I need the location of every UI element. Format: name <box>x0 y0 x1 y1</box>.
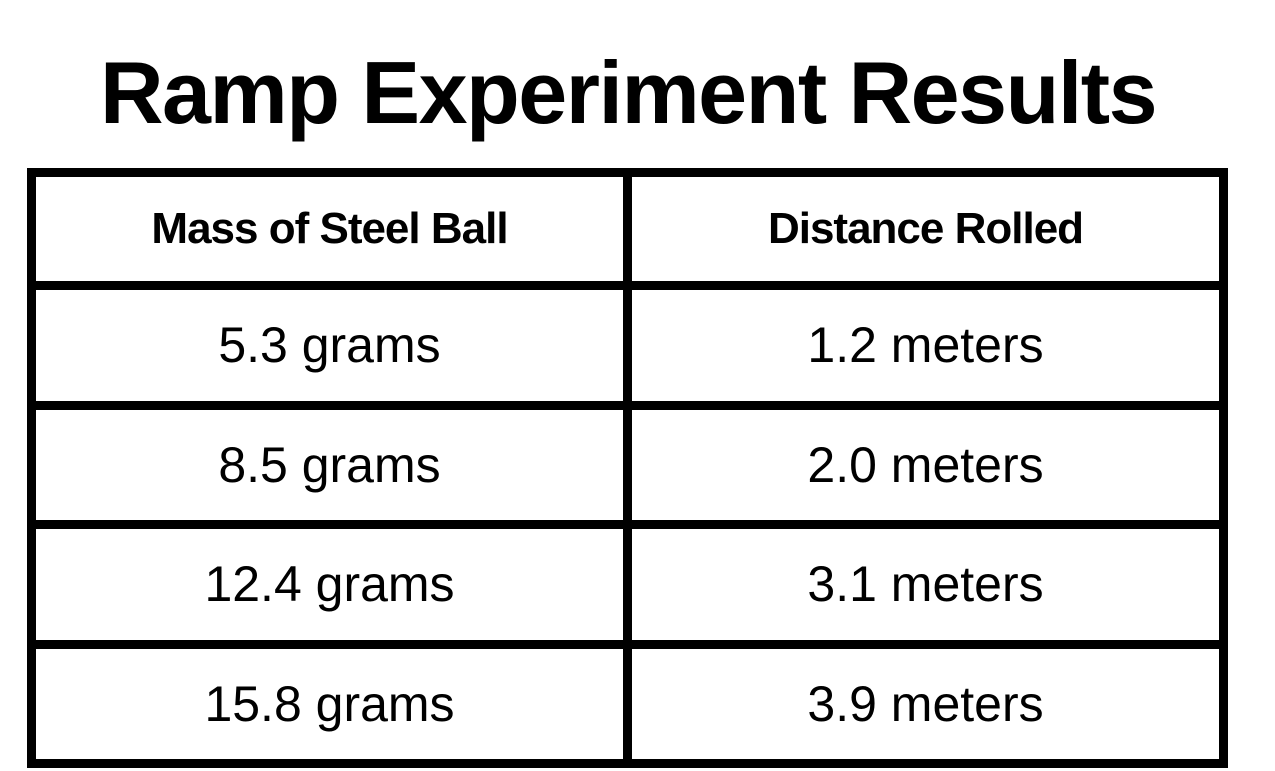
table-cell: 15.8 grams <box>27 639 632 768</box>
title: Ramp Experiment Results <box>99 43 1158 142</box>
table-cell: 5.3 grams <box>27 281 632 410</box>
table-cell: 12.4 grams <box>27 520 632 649</box>
table-cell: 2.0 meters <box>623 400 1228 529</box>
header-row: Mass of Steel Ball Distance Rolled <box>27 168 1228 290</box>
table-row: 15.8 grams 3.9 meters <box>27 639 1228 768</box>
table-body: 5.3 grams 1.2 meters 8.5 grams 2.0 meters 12… <box>27 281 1228 768</box>
table-row: 5.3 grams 1.2 meters <box>27 281 1228 410</box>
header-cell: Mass of Steel Ball <box>27 168 632 290</box>
table-header: Mass of Steel Ball Distance Rolled <box>27 168 1228 290</box>
table-cell: 1.2 meters <box>623 281 1228 410</box>
table-cell: 8.5 grams <box>27 400 632 529</box>
table-row: 8.5 grams 2.0 meters <box>27 400 1228 529</box>
results-table: Mass of Steel Ball Distance Rolled 5.3 gr… <box>27 168 1228 768</box>
table-cell: 3.1 meters <box>623 520 1228 649</box>
table-row: 12.4 grams 3.1 meters <box>27 520 1228 649</box>
header-cell: Distance Rolled <box>623 168 1228 290</box>
table-cell: 3.9 meters <box>623 639 1228 768</box>
